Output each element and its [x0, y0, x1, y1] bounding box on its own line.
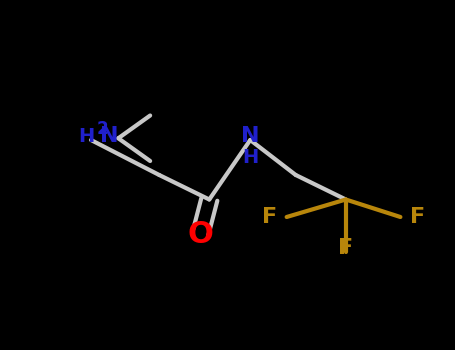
Text: H: H [78, 127, 95, 146]
Text: O: O [187, 220, 213, 249]
Text: F: F [338, 238, 354, 259]
Text: N: N [100, 126, 118, 147]
Text: F: F [410, 207, 425, 227]
Text: 2: 2 [96, 120, 108, 139]
Text: F: F [263, 207, 278, 227]
Text: H: H [242, 148, 258, 167]
Text: N: N [241, 126, 259, 147]
